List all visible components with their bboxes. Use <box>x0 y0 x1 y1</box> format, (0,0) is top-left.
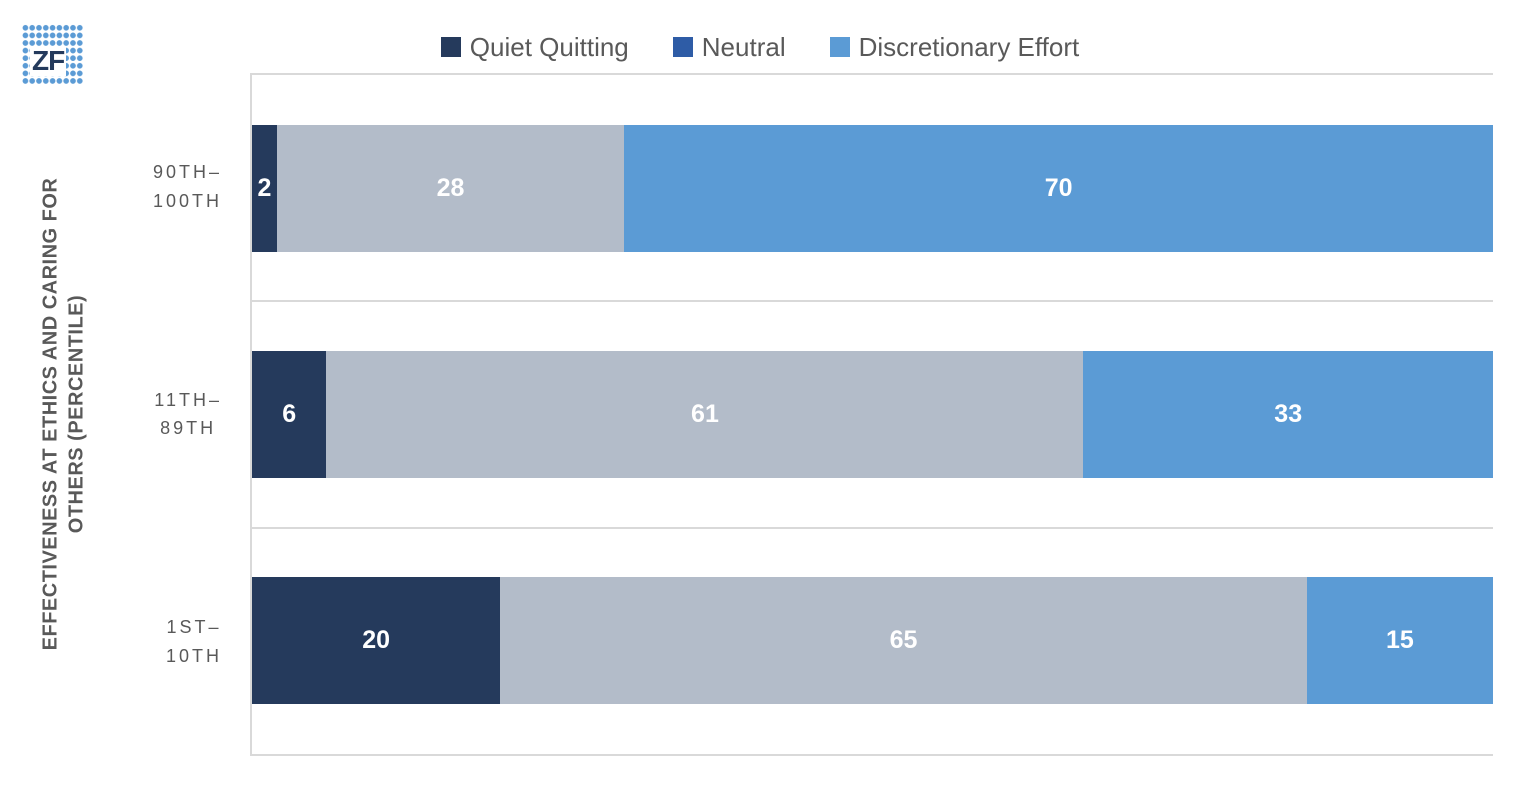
bar-segment: 15 <box>1306 577 1493 705</box>
bar-value-label: 6 <box>282 399 297 428</box>
stacked-bar: 20 65 15 <box>252 577 1493 705</box>
bar-segment: 28 <box>276 124 625 252</box>
plot-area: 2 28 70 6 61 33 20 65 15 <box>250 73 1493 756</box>
bar-value-label: 65 <box>889 626 918 655</box>
category-label-line: 90TH– <box>152 162 222 183</box>
legend-swatch <box>829 37 850 57</box>
category-label-line: 10TH <box>165 646 222 667</box>
stacked-bar: 2 28 70 <box>252 124 1493 252</box>
category-label-line: 100TH <box>152 190 222 211</box>
bar-row: 20 65 15 <box>252 528 1493 754</box>
zf-dot-logo: ZF <box>22 24 83 85</box>
category-gridline <box>252 526 1493 529</box>
legend-label: Quiet Quitting <box>469 32 629 62</box>
legend: Quiet Quitting Neutral Discretionary Effor… <box>0 34 1520 60</box>
legend-item: Neutral <box>672 32 786 62</box>
bar-segment: 70 <box>624 124 1493 252</box>
category-gridline <box>252 300 1493 303</box>
category-label-line: 11TH– <box>154 389 222 410</box>
stacked-bar: 6 61 33 <box>252 350 1493 478</box>
bar-value-label: 2 <box>257 173 272 202</box>
bar-value-label: 61 <box>691 399 719 428</box>
logo-text: ZF <box>30 45 67 76</box>
bar-row: 6 61 33 <box>252 301 1493 527</box>
bar-segment: 61 <box>326 350 1084 478</box>
category-label-line: 1ST– <box>166 617 222 638</box>
bar-value-label: 28 <box>436 173 465 202</box>
bar-value-label: 15 <box>1385 626 1414 655</box>
bar-segment: 20 <box>252 577 501 705</box>
legend-label: Discretionary Effort <box>858 32 1080 62</box>
legend-item: Quiet Quitting <box>440 32 629 62</box>
category-label: 90TH– 100TH <box>153 158 222 216</box>
bar-segment: 33 <box>1083 350 1493 478</box>
legend-item: Discretionary Effort <box>829 32 1080 62</box>
bar-segment: 65 <box>500 577 1307 705</box>
legend-swatch <box>440 37 461 57</box>
category-label: 1ST– 10TH <box>166 613 222 671</box>
category-axis-labels: 90TH– 100TH 11TH– 89TH 1ST– 10TH <box>0 73 222 756</box>
bar-row: 2 28 70 <box>252 75 1493 301</box>
bar-value-label: 70 <box>1044 173 1073 202</box>
bar-segment: 6 <box>252 350 327 478</box>
legend-swatch <box>672 37 693 57</box>
category-label: 11TH– 89TH <box>154 386 222 444</box>
bar-segment: 2 <box>252 124 277 252</box>
legend-label: Neutral <box>701 32 786 62</box>
category-label-line: 89TH <box>160 418 217 439</box>
bar-value-label: 33 <box>1274 399 1303 428</box>
bar-value-label: 20 <box>362 626 390 655</box>
